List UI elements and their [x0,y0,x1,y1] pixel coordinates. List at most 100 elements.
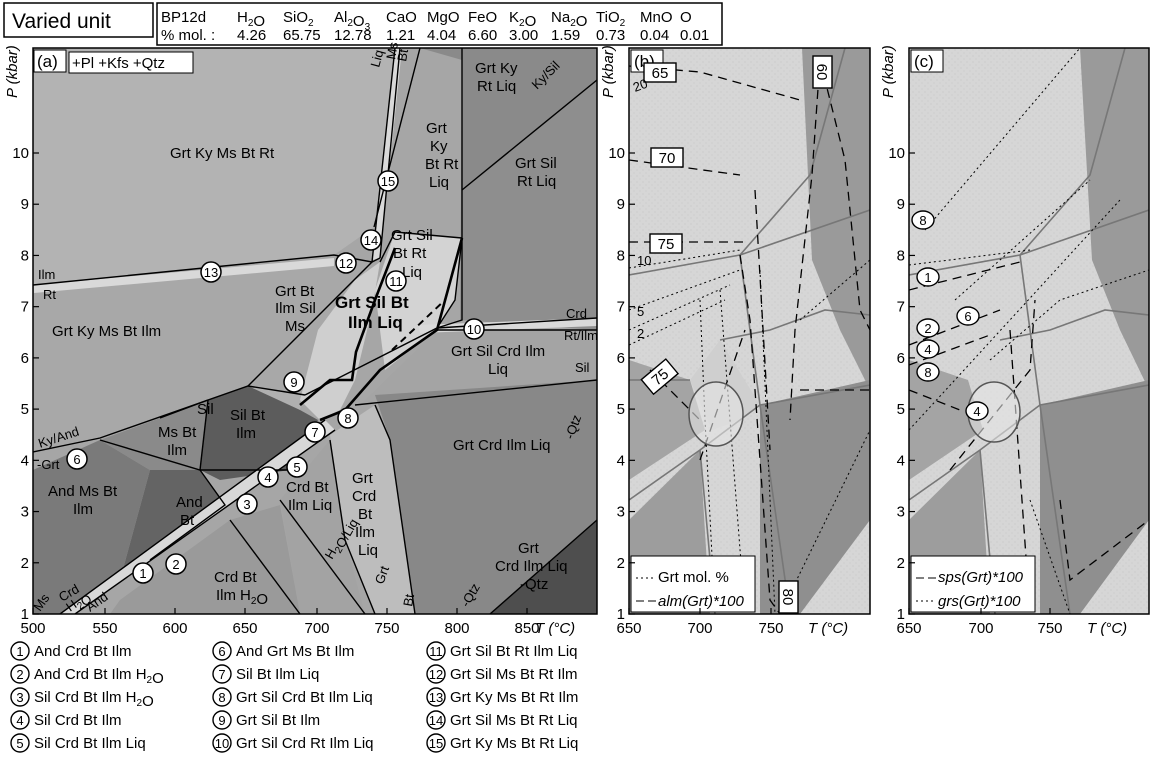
header-title: Varied unit [12,10,111,33]
oxide-name: H2O [237,9,265,30]
contour-label-box [916,267,940,287]
legend-item-text: Grt Sil Ms Bt Rt Liq [450,712,578,729]
reaction-marker [132,562,154,584]
y-tick-label: 5 [617,401,625,418]
x-tick-label: 650 [896,620,921,637]
contour-label-box: 80 [778,580,799,614]
y-tick-label: 9 [21,196,29,213]
field-label: Ilm [167,442,187,459]
panel-b-annotations: 65 70 75 75 80 60 20 10 5 2 [631,55,833,614]
x-tick-label: 550 [92,620,117,637]
field-label: Sil Bt [230,407,266,424]
legend-item-text: Grt Sil Bt Ilm [236,712,320,729]
reaction-marker-number: 10 [467,322,481,337]
y-tick-label: 1 [617,606,625,623]
legend-item-text: Sil Crd Bt Ilm [34,712,122,729]
reaction-marker-number: 12 [339,256,353,271]
oxide-name: MgO [427,9,460,26]
legend-marker [10,710,30,730]
legend-marker [426,641,446,661]
y-tick-label: 10 [608,145,625,162]
reaction-marker-number: 14 [364,233,378,248]
line-label: Ms [383,40,401,60]
legend-marker [426,733,446,753]
legend-marker-number: 13 [429,690,443,705]
legend-item-text: Grt Sil Bt Rt Ilm Liq [450,643,578,660]
panel-b-legend-1: Grt mol. % [658,569,729,586]
y-tick-label: 10 [888,145,905,162]
legend-marker-number: 9 [218,713,225,728]
oxide-value: 1.59 [551,27,580,44]
y-tick-label: 4 [617,452,625,469]
panel-c-legend-1: sps(Grt)*100 [938,569,1024,586]
reaction-marker-number: 5 [293,460,300,475]
field-label: Liq [358,542,378,559]
field-label: Crd Ilm Liq [495,558,568,575]
y-tick-label: 8 [21,247,29,264]
legend-marker-number: 3 [16,690,23,705]
oxide-value: 0.73 [596,27,625,44]
contour-value: 10 [637,253,651,268]
field-label: Crd Bt [214,569,257,586]
field-label: Crd [352,488,376,505]
x-tick-label: 800 [444,620,469,637]
legend-item-text: And Crd Bt Ilm H2O [34,666,164,687]
reaction-marker [304,421,326,443]
x-axis-label: T (°C) [808,620,848,637]
field-label: Ilm [355,524,375,541]
legend-marker-number: 10 [215,736,229,751]
oxide-value: 3.00 [509,27,538,44]
field-label: Liq [429,174,449,191]
contour-label-box [916,339,940,359]
y-axis-label: P (kbar) [880,45,897,98]
x-axis-label: T (°C) [1087,620,1127,637]
panel-c: (c) 1 6 2 4 8 8 4 sps(Grt)*100 grs(Grt)*100 1 2… [880,45,1150,637]
y-tick-label: 5 [897,401,905,418]
panel-c-annotations: 1 6 2 4 8 8 4 [911,210,989,421]
y-tick-label: 1 [897,606,905,623]
legend-marker [212,687,232,707]
y-tick-label: 4 [897,452,905,469]
legend-marker-number: 2 [16,667,23,682]
y-tick-label: 10 [12,145,29,162]
field-label: Grt Sil Bt [335,293,409,312]
field-label: Bt Rt [425,156,459,173]
y-tick-label: 9 [617,196,625,213]
field-label: Grt Ky Ms Bt Ilm [52,323,161,340]
y-tick-label: 6 [21,350,29,367]
reaction-marker-number: 4 [264,470,271,485]
line-label: Bt [400,592,417,607]
x-tick-label: 750 [1037,620,1062,637]
oxide-value: 4.04 [427,27,456,44]
oxide-value: 65.75 [283,27,321,44]
field-label: Ilm [73,501,93,518]
line-label: Rt/Ilm [564,328,598,343]
contour-label: 8 [919,213,926,228]
contour-label-box [956,306,980,326]
y-tick-label: 5 [21,401,29,418]
panel-b-legend-2: alm(Grt)*100 [658,593,745,610]
legend-item-text: Sil Crd Bt Ilm Liq [34,735,146,752]
contour-label: 65 [652,65,669,82]
contour-label: 6 [964,309,971,324]
legend-marker-number: 15 [429,736,443,751]
legend-item-text: Grt Ky Ms Bt Rt Liq [450,735,578,752]
y-tick-label: 3 [617,504,625,521]
field-label: Crd Bt [286,479,329,496]
legend-marker-number: 5 [16,736,23,751]
reaction-marker-number: 15 [381,174,395,189]
contour-label-box: 60 [812,55,833,89]
oxide-name: Na2O [551,9,587,30]
oxide-name: MnO [640,9,673,26]
field-label: Ky [430,138,448,155]
panel-a-excess: +Pl +Kfs +Qtz [72,55,165,72]
contour-value: 20 [631,76,650,95]
contour-label: 4 [973,404,980,419]
field-label: Ilm Liq [348,313,403,332]
oxide-value: 1.21 [386,27,415,44]
